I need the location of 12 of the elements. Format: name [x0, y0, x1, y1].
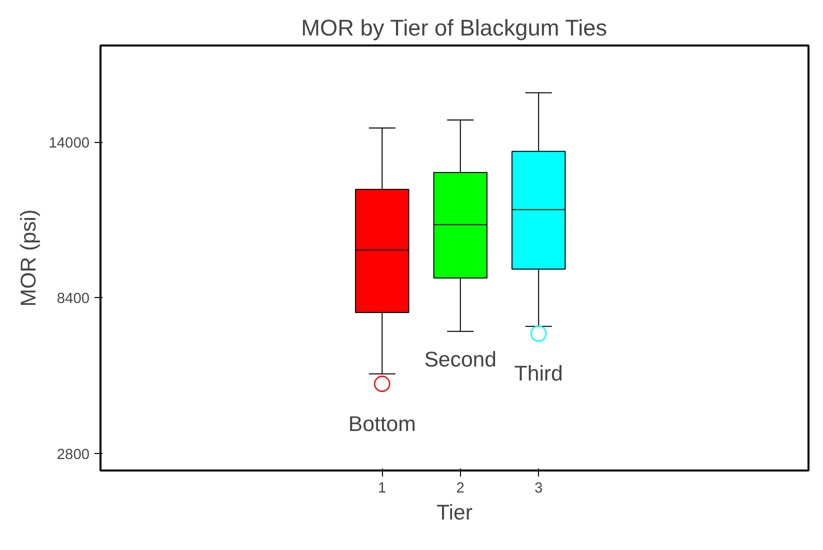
- y-tick-label: 14000: [48, 136, 90, 152]
- y-tick-label: 2800: [56, 446, 90, 463]
- x-tick-label: 2: [456, 480, 464, 496]
- annotation: Second: [424, 347, 497, 372]
- x-axis-title: Tier: [436, 500, 472, 524]
- y-axis-title: MOR (psi): [16, 209, 41, 307]
- x-tick-label: 1: [378, 480, 386, 496]
- annotation: Bottom: [348, 412, 416, 436]
- x-tick-label: 3: [534, 480, 543, 496]
- y-tick-label: 8400: [56, 291, 90, 308]
- annotation: Third: [514, 362, 563, 386]
- chart-title: MOR by Tier of Blackgum Ties: [301, 14, 608, 40]
